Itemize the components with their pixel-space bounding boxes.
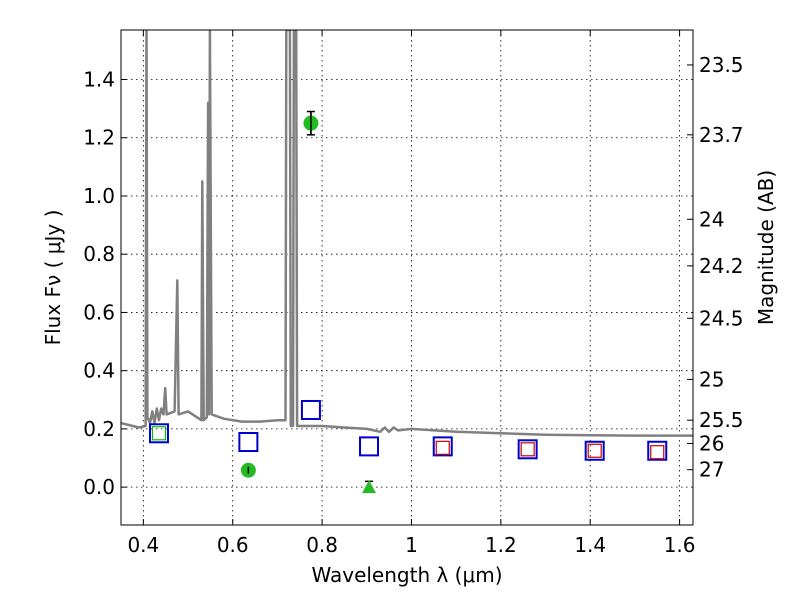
model-square-marker — [587, 443, 602, 458]
y2-tick-label: 26 — [699, 431, 724, 455]
model-square-marker — [650, 445, 665, 460]
x-tick-label: 1.6 — [664, 533, 696, 557]
photometry-square-marker — [238, 432, 259, 453]
y2-tick-label: 25 — [699, 367, 724, 391]
photometry-square-marker — [359, 436, 380, 457]
model-square-marker — [520, 442, 535, 457]
photometry-square-marker — [148, 423, 169, 444]
upper-limit-triangle-marker — [362, 480, 377, 494]
x-axis-label: Wavelength λ (μm) — [311, 563, 502, 587]
photometry-square-marker — [517, 439, 538, 460]
y-tick-label: 0.4 — [83, 359, 115, 383]
plot-content — [121, 30, 693, 494]
x-tick-label: 1.2 — [485, 533, 517, 557]
model-square-marker — [435, 440, 450, 455]
photometry-square-marker — [647, 440, 668, 461]
model-spectrum-line — [121, 30, 693, 437]
y2-tick-label: 23.5 — [699, 53, 744, 77]
y2-tick-label: 27 — [699, 458, 724, 482]
photometry-square-marker — [432, 436, 453, 457]
y2-tick-label: 24.5 — [699, 306, 744, 330]
photometry-square-marker — [300, 399, 321, 420]
y2-axis-label: Magnitude (AB) — [754, 170, 778, 325]
x-axis: 0.4 0.6 0.8 1 1.2 1.4 1.6 — [127, 30, 696, 557]
y-axis-right: 23.5 23.7 24 24.2 24.5 25 25.526 27 — [687, 53, 744, 482]
x-tick-label: 1.4 — [574, 533, 606, 557]
x-tick-label: 0.6 — [217, 533, 249, 557]
x-tick-label: 1 — [405, 533, 418, 557]
y2-tick-label: 25.5 — [699, 408, 744, 432]
y-tick-label: 1.0 — [83, 184, 115, 208]
y-tick-label: 0.8 — [83, 242, 115, 266]
y-axis-label: Flux Fν ( μJy ) — [41, 210, 65, 346]
x-tick-label: 0.8 — [306, 533, 338, 557]
plot-frame — [120, 29, 694, 526]
y2-tick-label: 24.2 — [699, 254, 744, 278]
y-tick-label: 1.4 — [83, 68, 115, 92]
y-tick-label: 0.6 — [83, 300, 115, 324]
y2-tick-label: 24 — [699, 207, 724, 231]
model-square-marker — [151, 426, 167, 441]
y-tick-label: 1.2 — [83, 126, 115, 150]
y-tick-label: 0.2 — [83, 417, 115, 441]
y-axis-left: 0.0 0.2 0.4 0.6 0.8 1.0 1.2 1.4 — [83, 68, 127, 499]
photometry-square-marker — [584, 440, 605, 461]
y2-tick-label: 23.7 — [699, 123, 744, 147]
x-tick-label: 0.4 — [127, 533, 159, 557]
y-tick-label: 0.0 — [83, 475, 115, 499]
